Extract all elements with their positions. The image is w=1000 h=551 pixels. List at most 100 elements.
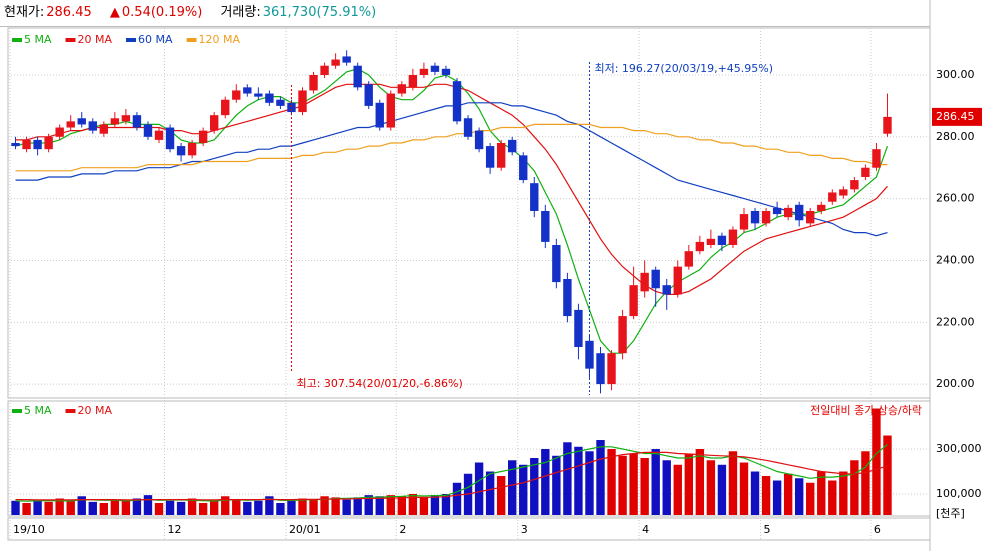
candle-body (772, 207, 782, 215)
volume-bar (750, 471, 760, 515)
volume-bar (221, 496, 230, 515)
volume-bar (99, 503, 109, 515)
candle-body (496, 142, 506, 168)
volume-bar (408, 494, 418, 515)
candle-body (298, 90, 307, 113)
x-tick-label: 4 (642, 523, 649, 536)
y-tick-label: 280.00 (936, 130, 975, 143)
candle-body (430, 65, 440, 72)
volume-bar (806, 482, 815, 515)
volume-bar (739, 462, 749, 515)
volume-bar (574, 446, 583, 515)
candle-body (132, 115, 142, 128)
volume-bar (629, 453, 638, 515)
volume-bar (783, 473, 793, 515)
ma-line (15, 102, 888, 237)
candle-body (861, 167, 870, 177)
candle-body (110, 118, 120, 125)
candle-body (739, 214, 749, 230)
volume-bar (861, 451, 870, 515)
candle-body (265, 93, 274, 103)
candle-body (176, 146, 186, 156)
candle-body (607, 353, 616, 385)
candle-body (121, 115, 131, 122)
candle-body (563, 278, 572, 317)
price: 286.45 (46, 5, 92, 20)
x-tick-label: 12 (168, 523, 182, 536)
volume-label: 거래량: (220, 5, 261, 20)
candle-body (342, 56, 351, 63)
candle-body (11, 142, 20, 147)
volume-bar (430, 495, 440, 515)
legend-swatch (12, 409, 22, 413)
volume-bar (695, 449, 705, 515)
change: 0.54(0.19%) (121, 5, 203, 20)
volume-bar (342, 499, 351, 515)
legend-swatch (126, 38, 137, 42)
volume-ma-line (15, 451, 888, 501)
volume-bar (419, 497, 429, 515)
volume-bar (452, 482, 462, 515)
candle-body (243, 87, 252, 94)
candle-body (761, 210, 771, 224)
legend-label: 60 MA (138, 33, 173, 46)
volume-bar (265, 496, 274, 515)
y-tick-label: 240.00 (936, 253, 975, 266)
candle-body (662, 285, 671, 295)
candle-body (530, 183, 539, 211)
legend-label: 20 MA (78, 33, 113, 46)
volume-bar (33, 499, 42, 515)
candle-body (254, 93, 263, 97)
candle-body (99, 124, 109, 134)
volume-bar (22, 503, 31, 515)
volume-bar (276, 503, 285, 515)
candle-body (375, 102, 384, 128)
volume-bar (331, 497, 340, 515)
candle-body (232, 90, 241, 100)
volume-bar (441, 494, 451, 515)
annotation: 최고: 307.54(20/01/20,-6.86%) (296, 377, 462, 390)
volume-bar (817, 471, 826, 515)
volume-bar (298, 498, 307, 515)
candle-body (353, 65, 362, 88)
volume-bar (66, 500, 75, 515)
legend-label: 5 MA (24, 404, 52, 417)
candle-body (386, 93, 395, 128)
volume-bar (761, 476, 771, 515)
volume-bar (519, 464, 528, 515)
candle-body (55, 127, 64, 137)
candle-body (806, 210, 815, 224)
candle-body (209, 115, 219, 131)
candle-body (474, 130, 484, 150)
candle-body (684, 251, 694, 267)
ma-line (15, 83, 888, 295)
candle-body (320, 65, 329, 75)
volume-bar (110, 499, 120, 515)
candle-body (408, 74, 418, 88)
candle-body (640, 272, 649, 292)
candle-body (783, 207, 793, 218)
candle-body (717, 235, 727, 245)
volume-bar (596, 440, 605, 515)
volume-bar (585, 451, 594, 515)
legend-label: 20 MA (78, 404, 113, 417)
candle-body (452, 81, 462, 122)
candle-body (221, 99, 230, 116)
volume-bar (541, 449, 550, 515)
candle-body (44, 136, 53, 150)
candle-body (143, 124, 153, 137)
annotation: 최저: 196.27(20/03/19,+45.95%) (594, 62, 773, 75)
ma-line (15, 123, 888, 172)
x-tick-label: 2 (399, 523, 406, 536)
x-tick-label: 5 (764, 523, 771, 536)
volume-bar (530, 458, 539, 515)
y-tick-label: 300.00 (936, 68, 975, 81)
y-tick-label: 300,000 (936, 442, 982, 455)
x-tick-label: 3 (521, 523, 528, 536)
header: 현재가: 286.45 ▲ 0.54(0.19%) 거래량: 361,730(75.9… (0, 0, 930, 27)
volume-bar (485, 471, 495, 515)
candle-body (850, 180, 859, 190)
candle-body (750, 210, 760, 224)
change-mark: ▲ (109, 5, 120, 20)
